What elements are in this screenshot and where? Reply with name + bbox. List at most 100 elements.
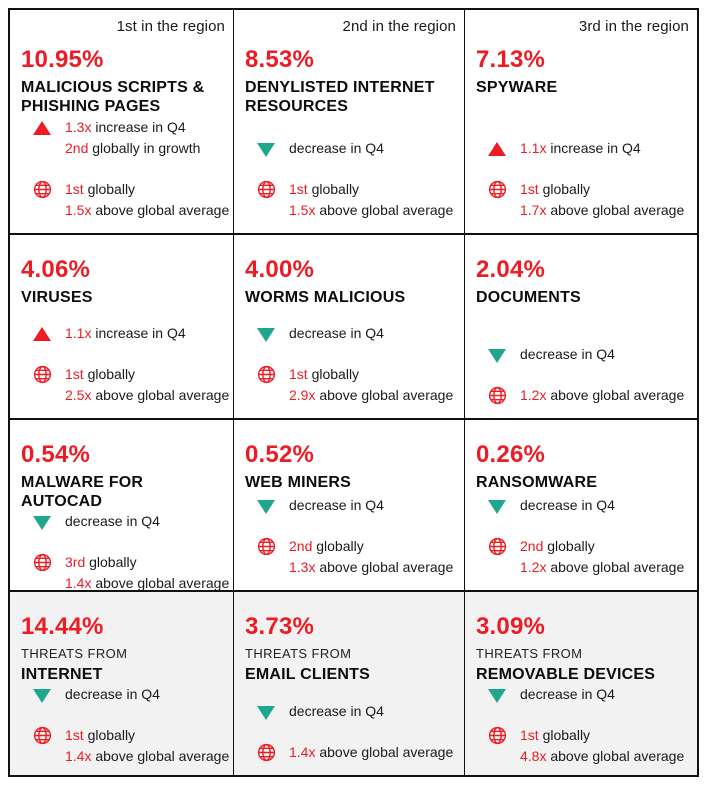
info-line: 1.4x above global average (65, 746, 229, 767)
line-text: decrease in Q4 (520, 686, 615, 702)
trend-icon-cell (255, 701, 277, 720)
highlight-value: 1.1x (520, 140, 547, 156)
global-rank-lines: 1st globally 4.8x above global average (520, 725, 691, 767)
globe-icon (33, 553, 51, 572)
highlight-value: 1.3x (65, 119, 92, 135)
trend-lines: decrease in Q4 (520, 684, 691, 705)
line-text: above global average (91, 575, 230, 591)
threat-title: MALICIOUS SCRIPTS & PHISHING PAGES (21, 79, 205, 115)
trend-icon-cell (31, 117, 53, 135)
highlight-value: 1st (65, 727, 84, 743)
highlight-value: 1.4x (65, 575, 92, 591)
info-line: 1.3x above global average (289, 557, 458, 578)
highlight-value: 1st (289, 366, 308, 382)
threat-title: WEB MINERS (245, 474, 351, 491)
line-text: above global average (315, 387, 454, 403)
decrease-icon (257, 328, 275, 342)
globe-icon-cell (255, 364, 277, 385)
trend-row: decrease in Q4 (476, 344, 691, 365)
line-text: above global average (315, 559, 454, 575)
globe-icon (488, 180, 506, 199)
highlight-value: 2.9x (289, 387, 316, 403)
line-text: globally (85, 554, 137, 570)
decrease-icon (488, 689, 506, 703)
line-text: decrease in Q4 (289, 703, 384, 719)
info-line: 1.5x above global average (289, 200, 458, 221)
globe-icon (257, 180, 275, 199)
trend-icon-cell (31, 511, 53, 530)
line-text: globally (543, 538, 595, 554)
globe-icon (257, 537, 275, 556)
threat-percentage: 7.13% (476, 46, 546, 73)
info-line: 1st globally (289, 364, 458, 385)
trend-lines: decrease in Q4 (65, 684, 227, 705)
threat-cell: 3.09% THREATS FROM REMOVABLE DEVICES dec… (465, 592, 697, 775)
globe-icon (488, 386, 506, 405)
globe-icon (33, 180, 51, 199)
highlight-value: 1st (520, 181, 539, 197)
globe-icon-cell (255, 179, 277, 200)
trend-icon-cell (31, 684, 53, 703)
globe-icon-cell (255, 742, 277, 763)
threat-cell: 3rd in the region 7.13% SPYWARE 1.1x inc… (465, 10, 697, 235)
line-text: above global average (91, 387, 230, 403)
highlight-value: 3rd (65, 554, 86, 570)
info-line: 2.5x above global average (65, 385, 230, 406)
line-text: decrease in Q4 (520, 346, 615, 362)
global-rank-lines: 1st globally 1.7x above global average (520, 179, 691, 221)
trend-lines: decrease in Q4 (289, 323, 458, 344)
global-rank-row: 2nd globally 1.3x above global average (245, 536, 458, 578)
line-text: decrease in Q4 (520, 497, 615, 513)
threat-cell: 0.26% RANSOMWARE decrease in Q4 2nd glob… (465, 420, 697, 592)
highlight-value: 1.4x (65, 748, 92, 764)
threat-cell: 3.73% THREATS FROM EMAIL CLIENTS decreas… (234, 592, 465, 775)
threat-title-prefix: THREATS FROM (245, 646, 352, 661)
global-rank-row: 1.4x above global average (245, 742, 458, 763)
threat-title: INTERNET (21, 666, 103, 683)
global-rank-row: 1st globally 2.9x above global average (245, 364, 458, 406)
highlight-value: 1st (520, 727, 539, 743)
info-line: 1st globally (289, 179, 458, 200)
threat-percentage: 3.73% (245, 613, 315, 640)
increase-icon (33, 121, 51, 135)
highlight-value: 1.3x (289, 559, 316, 575)
trend-lines: decrease in Q4 (520, 495, 691, 516)
trend-row: 1.3x increase in Q4 2nd globally in growt… (21, 117, 227, 159)
info-line: 1.4x above global average (65, 573, 230, 591)
threat-cell: 1st in the region 10.95% MALICIOUS SCRIP… (10, 10, 234, 235)
line-text: increase in Q4 (546, 140, 641, 156)
globe-icon-cell (486, 179, 508, 200)
global-rank-lines: 1.2x above global average (520, 385, 691, 406)
highlight-value: 2nd (65, 140, 89, 156)
highlight-value: 1st (65, 181, 84, 197)
info-line: 1st globally (520, 725, 691, 746)
trend-row: decrease in Q4 (245, 495, 458, 516)
info-line: decrease in Q4 (65, 684, 227, 705)
threat-title: VIRUSES (21, 289, 93, 306)
line-text: above global average (546, 202, 685, 218)
info-line: 1.4x above global average (289, 742, 458, 763)
line-text: decrease in Q4 (289, 140, 384, 156)
highlight-value: 1.5x (65, 202, 92, 218)
line-text: decrease in Q4 (65, 513, 160, 529)
global-rank-lines: 1st globally 1.4x above global average (65, 725, 229, 767)
threat-title: DOCUMENTS (476, 289, 581, 306)
info-line: decrease in Q4 (520, 684, 691, 705)
threat-percentage: 0.26% (476, 441, 546, 468)
info-line: 1.2x above global average (520, 385, 691, 406)
trend-lines: decrease in Q4 (289, 701, 458, 722)
threat-percentage: 8.53% (245, 46, 315, 73)
line-text: above global average (315, 202, 454, 218)
info-line: decrease in Q4 (289, 138, 458, 159)
line-text: globally (83, 727, 136, 743)
threat-cell: 4.00% WORMS MALICIOUS decrease in Q4 1st… (234, 235, 465, 420)
info-line: 1st globally (520, 179, 691, 200)
decrease-icon (33, 689, 51, 703)
globe-icon (488, 726, 506, 745)
global-rank-row: 1st globally 1.7x above global average (476, 179, 691, 221)
highlight-value: 1.5x (289, 202, 316, 218)
threat-cell: 2nd in the region 8.53% DENYLISTED INTER… (234, 10, 465, 235)
line-text: globally (83, 181, 136, 197)
column-header: 3rd in the region (578, 18, 689, 35)
decrease-icon (257, 706, 275, 720)
